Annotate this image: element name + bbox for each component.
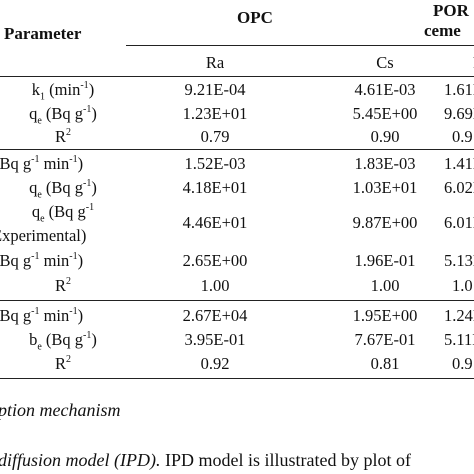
row-label: qe (Bq g-1)	[29, 177, 97, 201]
cell-ra2: 9.69E	[444, 104, 474, 123]
cell-ra: 0.79	[200, 127, 230, 146]
row-label: be (Bq g-1)	[29, 329, 97, 353]
cell-cs: 9.87E+00	[352, 213, 418, 232]
cell-ra: 4.46E+01	[182, 213, 248, 232]
cell-ra: 1.23E+01	[182, 104, 248, 123]
header-parameter: Parameter	[4, 24, 82, 43]
row-label: R2	[54, 353, 71, 373]
header-rule	[0, 76, 474, 77]
header-por: POR	[433, 1, 469, 20]
section-rule-2	[0, 300, 474, 301]
cell-ra2: 0.9	[452, 354, 473, 373]
cell-ra: 9.21E-04	[184, 80, 246, 99]
col-header-cs: Cs	[376, 53, 394, 72]
row-label: R2	[54, 126, 71, 146]
cell-ra: 3.95E-01	[184, 330, 246, 349]
row-label: k1 (min-1)	[31, 79, 95, 103]
cell-ra2: 1.61E	[444, 80, 474, 99]
row-label: (Bq g-1 min-1)	[0, 250, 84, 270]
cell-ra2: 0.9	[452, 127, 473, 146]
cell-ra2: 5.11E	[444, 330, 474, 349]
header-por-cement: ceme	[424, 21, 461, 40]
cell-cs: 1.03E+01	[352, 178, 418, 197]
cell-ra2: 6.01E	[444, 213, 474, 232]
cell-ra: 1.00	[200, 276, 230, 295]
section-rule-1	[0, 149, 474, 150]
cell-ra: 1.52E-03	[184, 154, 246, 173]
cell-cs: 1.95E+00	[352, 306, 418, 325]
row-label: R2	[54, 275, 71, 295]
section-title: ption mechanism	[0, 400, 121, 420]
header-opc: OPC	[237, 8, 273, 27]
row-label: qe (Bq g-1	[31, 201, 95, 225]
col-header-ra: Ra	[205, 53, 225, 72]
cell-cs: 1.96E-01	[354, 251, 416, 270]
cell-ra2: 5.13E	[444, 251, 474, 270]
cell-ra: 2.65E+00	[182, 251, 248, 270]
col-header-ra2: Ra	[462, 53, 474, 73]
row-label: qe (Bq g-1)	[29, 103, 97, 127]
row-label: (Bq g-1 min-1)	[0, 305, 84, 325]
cell-ra2: 1.24E	[444, 306, 474, 325]
cell-cs: 4.61E-03	[354, 80, 416, 99]
cell-ra: 4.18E+01	[182, 178, 248, 197]
row-label-cont: Experimental)	[0, 226, 87, 245]
cell-cs: 7.67E-01	[354, 330, 416, 349]
cell-cs: 0.90	[370, 127, 400, 146]
cell-cs: 1.00	[370, 276, 400, 295]
cell-cs: 5.45E+00	[352, 104, 418, 123]
paragraph-italic: diffusion model (IPD).	[0, 450, 161, 470]
cell-ra: 2.67E+04	[182, 306, 248, 325]
paragraph-rest: IPD model is illustrated by plot of	[160, 450, 411, 470]
cell-ra2: 1.0	[452, 276, 473, 295]
cell-ra2: 1.41E	[444, 154, 474, 173]
cell-cs: 0.81	[370, 354, 400, 373]
paragraph-line: diffusion model (IPD). IPD model is illu…	[0, 450, 411, 471]
cell-cs: 1.83E-03	[354, 154, 416, 173]
row-label: (Bq g-1 min-1)	[0, 153, 84, 173]
cell-ra: 0.92	[200, 354, 230, 373]
cell-ra2: 6.02E	[444, 178, 474, 197]
opc-header-rule	[126, 45, 474, 46]
table-bottom-rule	[0, 378, 474, 379]
